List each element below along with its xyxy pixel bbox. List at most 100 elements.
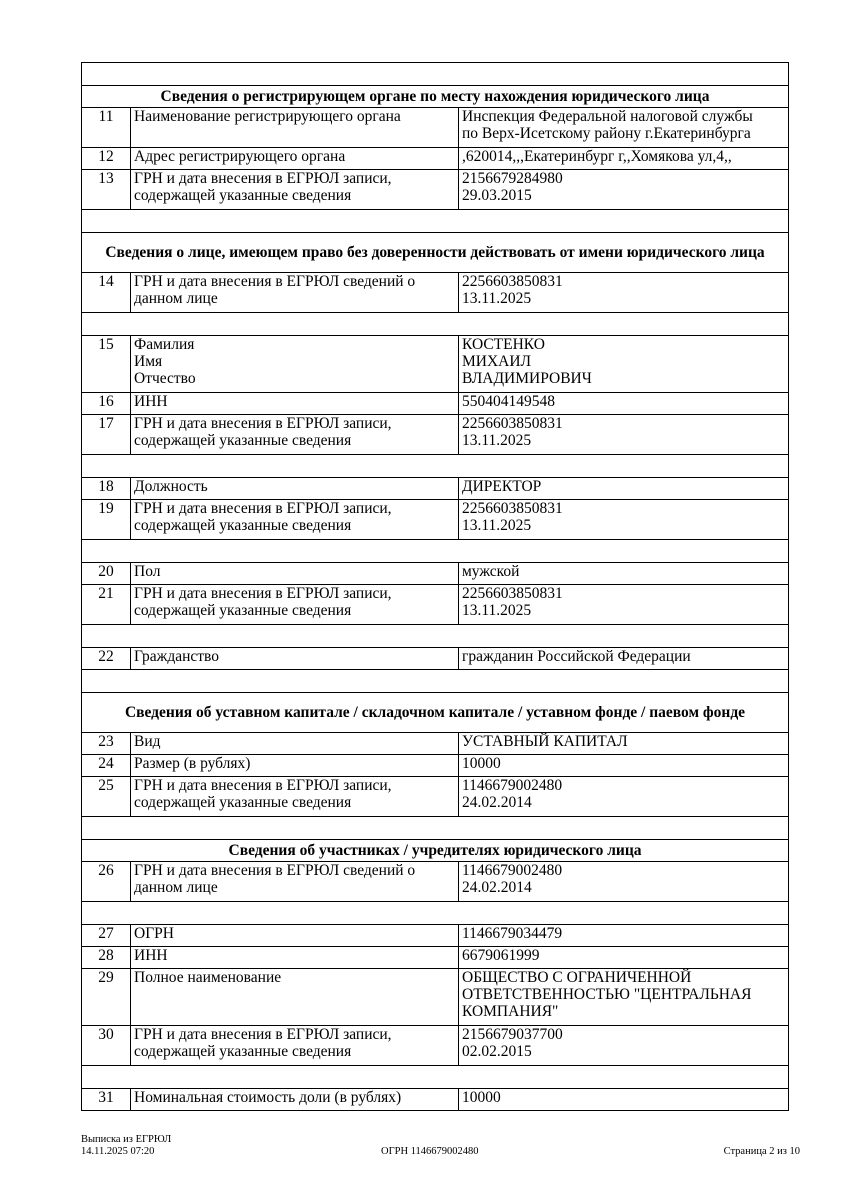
- row-value: 2156679284980 29.03.2015: [457, 169, 790, 210]
- row-number: 28: [81, 946, 131, 969]
- table-row: 19 ГРН и дата внесения в ЕГРЮЛ записи, со…: [81, 499, 790, 540]
- section-header-row: Сведения о регистрирующем органе по мест…: [80, 85, 790, 108]
- table-row: 26 ГРН и дата внесения в ЕГРЮЛ сведений о…: [81, 861, 790, 902]
- table-row: 11 Наименование регистрирующего органа Инс…: [81, 107, 790, 148]
- row-number: 17: [81, 414, 131, 455]
- row-label: ГРН и дата внесения в ЕГРЮЛ записи, соде…: [130, 776, 459, 817]
- table-row: 12 Адрес регистрирующего органа ,620014,,,…: [81, 147, 790, 170]
- section-header-row: Сведения об участниках / учредителях юри…: [80, 839, 790, 862]
- row-label: Вид: [130, 732, 459, 755]
- row-number: 18: [81, 477, 131, 500]
- row-number: 15: [81, 335, 131, 393]
- row-value: 2256603850831 13.11.2025: [457, 272, 790, 313]
- table-row: 16 ИНН 550404149548: [81, 392, 790, 415]
- row-value: 10000: [457, 1088, 790, 1111]
- row-label: Пол: [130, 562, 459, 585]
- row-label: Фамилия Имя Отчество: [130, 335, 459, 393]
- row-label: ГРН и дата внесения в ЕГРЮЛ сведений о д…: [130, 861, 459, 902]
- spacer-cell: [80, 1065, 790, 1089]
- row-number: 25: [81, 776, 131, 817]
- row-value: 1146679034479: [457, 924, 790, 947]
- spacer-row: [80, 454, 790, 478]
- row-label: ГРН и дата внесения в ЕГРЮЛ записи, соде…: [130, 499, 459, 540]
- row-number: 11: [81, 107, 131, 148]
- row-number: 21: [81, 584, 131, 625]
- table-row: 29 Полное наименование ОБЩЕСТВО С ОГРАНИЧЕ…: [81, 968, 790, 1026]
- footer-doc-title: Выписка из ЕГРЮЛ: [81, 1134, 172, 1145]
- table-row: 15 Фамилия Имя Отчество КОСТЕНКО МИХАИЛ ВЛ…: [81, 335, 790, 393]
- spacer-row: [80, 669, 790, 693]
- row-label: ИНН: [130, 392, 459, 415]
- row-number: 27: [81, 924, 131, 947]
- row-label: Полное наименование: [130, 968, 459, 1026]
- spacer-cell: [80, 312, 790, 336]
- spacer-row: [80, 901, 790, 925]
- row-label: ГРН и дата внесения в ЕГРЮЛ записи, соде…: [130, 1025, 459, 1066]
- table-row: 30 ГРН и дата внесения в ЕГРЮЛ записи, со…: [81, 1025, 790, 1066]
- row-value: 2156679037700 02.02.2015: [457, 1025, 790, 1066]
- table-row: 28 ИНН 6679061999: [81, 946, 790, 969]
- row-number: 31: [81, 1088, 131, 1111]
- row-label: Адрес регистрирующего органа: [130, 147, 459, 170]
- row-label: ИНН: [130, 946, 459, 969]
- spacer-cell: [80, 62, 790, 86]
- spacer-row: [80, 62, 790, 86]
- footer-datetime: 14.11.2025 07:20: [81, 1146, 155, 1157]
- section-header: Сведения о лице, имеющем право без довер…: [80, 232, 790, 273]
- row-number: 12: [81, 147, 131, 170]
- section-header-row: Сведения о лице, имеющем право без довер…: [80, 232, 790, 273]
- row-number: 13: [81, 169, 131, 210]
- row-number: 20: [81, 562, 131, 585]
- row-value: 550404149548: [457, 392, 790, 415]
- row-number: 29: [81, 968, 131, 1026]
- row-value: мужской: [457, 562, 790, 585]
- table-row: 17 ГРН и дата внесения в ЕГРЮЛ записи, со…: [81, 414, 790, 455]
- row-number: 22: [81, 647, 131, 670]
- row-value: Инспекция Федеральной налоговой службы п…: [457, 107, 790, 148]
- spacer-row: [80, 1065, 790, 1089]
- row-value: 2256603850831 13.11.2025: [457, 584, 790, 625]
- row-value: ДИРЕКТОР: [457, 477, 790, 500]
- table-row: 21 ГРН и дата внесения в ЕГРЮЛ записи, со…: [81, 584, 790, 625]
- table-row: 22 Гражданство гражданин Российской Федера…: [81, 647, 790, 670]
- row-number: 23: [81, 732, 131, 755]
- table-row: 20 Пол мужской: [81, 562, 790, 585]
- table-row: 23 Вид УСТАВНЫЙ КАПИТАЛ: [81, 732, 790, 755]
- row-label: ГРН и дата внесения в ЕГРЮЛ записи, соде…: [130, 414, 459, 455]
- row-label: Должность: [130, 477, 459, 500]
- row-label: ОГРН: [130, 924, 459, 947]
- spacer-cell: [80, 624, 790, 648]
- spacer-row: [80, 816, 790, 840]
- row-label: Номинальная стоимость доли (в рублях): [130, 1088, 459, 1111]
- table-row: 27 ОГРН 1146679034479: [81, 924, 790, 947]
- spacer-cell: [80, 209, 790, 233]
- spacer-cell: [80, 539, 790, 563]
- section-header: Сведения об участниках / учредителях юри…: [80, 839, 790, 862]
- section-header: Сведения о регистрирующем органе по мест…: [80, 85, 790, 108]
- section-header: Сведения об уставном капитале / складочн…: [80, 692, 790, 733]
- row-value: ОБЩЕСТВО С ОГРАНИЧЕННОЙ ОТВЕТСТВЕННОСТЬЮ…: [457, 968, 790, 1026]
- row-value: КОСТЕНКО МИХАИЛ ВЛАДИМИРОВИЧ: [457, 335, 790, 393]
- spacer-cell: [80, 454, 790, 478]
- row-value: 1146679002480 24.02.2014: [457, 776, 790, 817]
- egrul-table: Сведения о регистрирующем органе по мест…: [80, 62, 790, 1111]
- table-row: 25 ГРН и дата внесения в ЕГРЮЛ записи, со…: [81, 776, 790, 817]
- spacer-cell: [80, 669, 790, 693]
- row-value: 2256603850831 13.11.2025: [457, 414, 790, 455]
- row-value: УСТАВНЫЙ КАПИТАЛ: [457, 732, 790, 755]
- footer-left: Выписка из ЕГРЮЛ 14.11.2025 07:20: [81, 1134, 171, 1158]
- row-number: 16: [81, 392, 131, 415]
- row-value: 2256603850831 13.11.2025: [457, 499, 790, 540]
- row-label: ГРН и дата внесения в ЕГРЮЛ записи, соде…: [130, 584, 459, 625]
- row-label: Размер (в рублях): [130, 754, 459, 777]
- table-row: 13 ГРН и дата внесения в ЕГРЮЛ записи, со…: [81, 169, 790, 210]
- row-value: 1146679002480 24.02.2014: [457, 861, 790, 902]
- spacer-row: [80, 312, 790, 336]
- row-number: 30: [81, 1025, 131, 1066]
- table-row: 18 Должность ДИРЕКТОР: [81, 477, 790, 500]
- row-label: ГРН и дата внесения в ЕГРЮЛ записи, соде…: [130, 169, 459, 210]
- table-row: 14 ГРН и дата внесения в ЕГРЮЛ сведений о…: [81, 272, 790, 313]
- spacer-row: [80, 624, 790, 648]
- footer-ogrn: ОГРН 1146679002480: [381, 1146, 479, 1157]
- row-value: гражданин Российской Федерации: [457, 647, 790, 670]
